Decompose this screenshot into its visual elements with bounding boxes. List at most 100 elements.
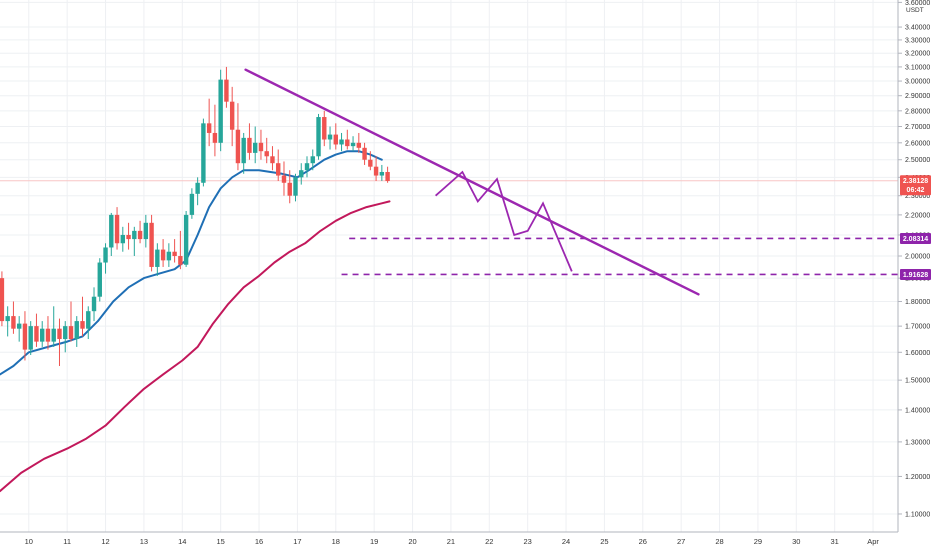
candle <box>40 321 45 347</box>
candle-body <box>333 134 338 145</box>
candle <box>109 212 114 257</box>
candle-body <box>22 323 28 350</box>
candle-body <box>40 328 45 342</box>
price-tick-label: 2.00000 <box>905 254 930 261</box>
candle <box>310 149 315 171</box>
candle-body <box>293 177 298 196</box>
candle-body <box>178 256 183 265</box>
candle <box>299 163 304 185</box>
level-price-tag <box>900 232 931 244</box>
candle <box>385 166 390 183</box>
candle <box>183 210 189 267</box>
candle <box>362 142 367 165</box>
candle-body <box>0 278 5 322</box>
candle-body <box>304 163 310 171</box>
candle <box>195 177 200 206</box>
candle-body <box>224 79 229 102</box>
candle-body <box>339 139 344 145</box>
candle-body <box>126 234 131 240</box>
candle <box>333 123 338 150</box>
candle-body <box>310 156 315 164</box>
candle <box>270 146 275 171</box>
candle-body <box>28 326 33 350</box>
candle <box>350 136 356 152</box>
candle-body <box>212 132 218 143</box>
price-tick-label: 3.40000 <box>905 25 930 32</box>
candle <box>258 129 264 160</box>
price-tags: 2.08314 1.91628 2.38128 06:42 <box>900 175 931 280</box>
candle <box>143 214 149 248</box>
candle-body <box>379 171 385 176</box>
candle-body <box>68 326 74 340</box>
candle <box>327 126 333 150</box>
candle <box>57 318 62 366</box>
price-tick-label: 1.40000 <box>905 407 930 414</box>
candle-body <box>143 222 149 240</box>
price-tick-label: 1.50000 <box>905 378 930 385</box>
candle-body <box>137 230 143 240</box>
candle <box>373 156 379 181</box>
date-tick-label: 23 <box>523 537 531 546</box>
candle-body <box>218 79 223 143</box>
candle <box>218 69 223 152</box>
candle <box>16 316 22 342</box>
candle-body <box>229 101 235 130</box>
candle-body <box>86 311 91 329</box>
candle <box>276 149 281 181</box>
candle <box>149 214 154 272</box>
candle <box>224 66 229 108</box>
candle <box>253 126 258 164</box>
candle <box>339 132 344 152</box>
candle-body <box>316 117 321 157</box>
candle <box>212 104 218 157</box>
candle-body <box>264 151 269 157</box>
candle <box>235 103 241 171</box>
candle-body <box>166 251 172 261</box>
date-tick-label: 19 <box>370 537 378 546</box>
level-price-tag <box>900 268 931 280</box>
date-tick-label: 11 <box>63 537 71 546</box>
drawings <box>244 68 898 296</box>
candle <box>229 86 235 147</box>
time-axis[interactable]: 10 11 12 13 14 15 16 17 18 19 20 21 22 23 24 25 26 27 28 29… <box>25 537 880 546</box>
candle-body <box>356 142 362 148</box>
candle <box>322 110 327 147</box>
candle-body <box>74 321 79 340</box>
descending-trendline[interactable] <box>244 68 700 296</box>
candle <box>316 113 321 160</box>
projected-path[interactable] <box>435 170 573 272</box>
candle <box>114 207 120 250</box>
price-tick-label: 1.10000 <box>905 511 930 518</box>
candle <box>74 316 79 347</box>
price-tick-label: 3.10000 <box>905 64 930 71</box>
date-tick-label: 28 <box>715 537 723 546</box>
candle <box>368 151 373 171</box>
candle <box>103 243 108 274</box>
candle <box>51 306 56 347</box>
candle <box>206 98 212 147</box>
price-tick-label: 2.70000 <box>905 124 930 131</box>
date-tick-label: 22 <box>485 537 493 546</box>
candle <box>91 287 97 322</box>
price-tick-label: 1.60000 <box>905 350 930 357</box>
price-tick-label: 3.60000 <box>905 0 930 7</box>
candles <box>0 66 390 366</box>
candle-body <box>373 166 379 176</box>
date-tick-label: 21 <box>447 537 455 546</box>
candle <box>11 301 16 334</box>
price-tick-label: 2.50000 <box>905 157 930 164</box>
date-tick-label: 10 <box>25 537 33 546</box>
candle <box>172 239 177 263</box>
candle-body <box>287 182 292 196</box>
candle-body <box>258 142 264 152</box>
price-tick-label: 2.90000 <box>905 93 930 100</box>
candle-body <box>201 123 206 183</box>
candle <box>281 161 287 196</box>
price-tick-label: 2.80000 <box>905 108 930 115</box>
candle-body <box>132 230 137 240</box>
candle-body <box>241 137 246 164</box>
candle-body <box>235 129 241 164</box>
candle-body <box>299 170 304 178</box>
candle <box>68 301 74 342</box>
